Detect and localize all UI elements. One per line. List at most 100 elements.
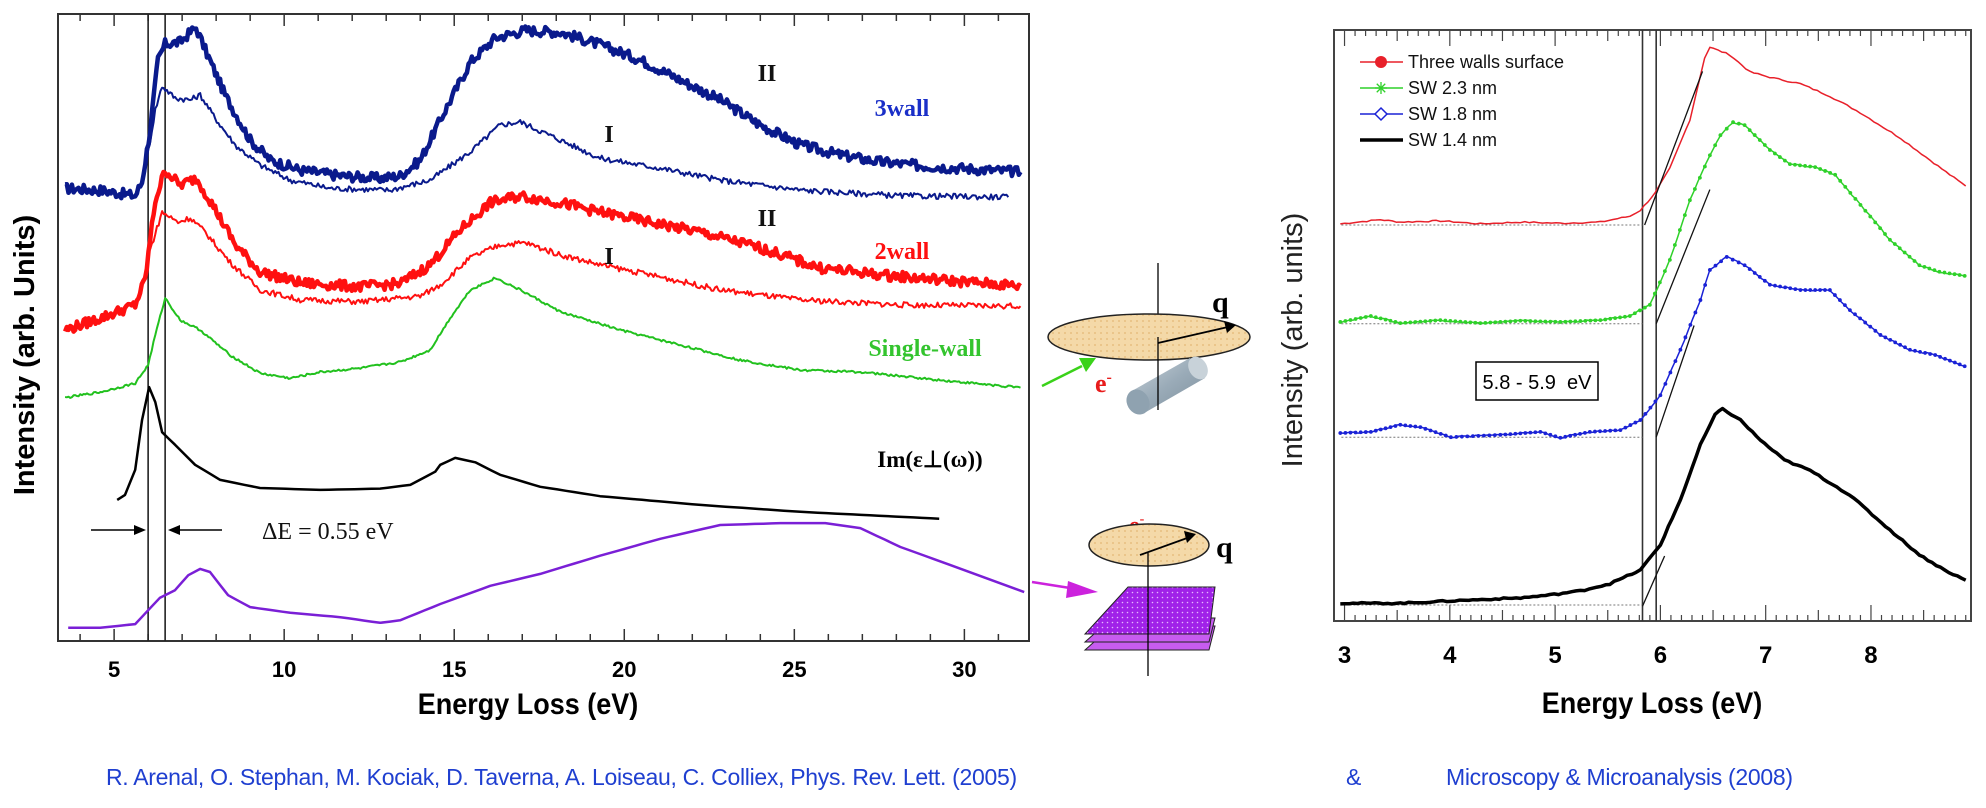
series-marker (1408, 424, 1413, 428)
series-marker (1633, 420, 1638, 425)
series-marker (1853, 312, 1857, 317)
series-marker (1762, 143, 1767, 147)
graphite-layers (1083, 586, 1216, 651)
series-marker (1454, 435, 1459, 439)
series-marker (1388, 425, 1393, 430)
series-marker (1783, 158, 1787, 163)
series-marker (1678, 347, 1683, 352)
series-marker (1523, 431, 1528, 435)
right-x-ticks (1333, 30, 1967, 621)
series-marker (1587, 429, 1592, 434)
series-marker (1613, 316, 1618, 321)
left-x-ticks (79, 14, 1000, 641)
series-marker (1593, 429, 1597, 434)
x-tick-label: 25 (782, 657, 806, 682)
series-marker (1603, 429, 1608, 433)
momentum-disc-graphite (1088, 523, 1210, 567)
series-marker (1736, 121, 1741, 126)
series-marker (1428, 319, 1433, 323)
q-vector-arrow (1157, 326, 1229, 344)
series-marker (1448, 319, 1453, 323)
series-marker (1358, 316, 1363, 320)
series-marker (1573, 319, 1578, 324)
series-marker (1493, 320, 1498, 325)
series-marker (1952, 272, 1957, 277)
series-marker (1488, 320, 1493, 325)
series-marker (1476, 433, 1481, 438)
right-baselines (1341, 224, 1643, 606)
series-marker (1793, 287, 1798, 292)
series-marker (1903, 345, 1907, 350)
series-marker (1643, 411, 1648, 416)
series-marker (1642, 305, 1647, 310)
series-marker (1503, 319, 1508, 324)
right-reference-lines (1641, 30, 1657, 621)
series-marker (1843, 184, 1848, 189)
electron-symbol: e (1095, 369, 1107, 398)
series-marker (1348, 430, 1353, 435)
delta-e-arrowhead-right (168, 525, 180, 535)
series-marker (1358, 430, 1363, 435)
series-marker (1747, 128, 1752, 133)
series-marker (1632, 311, 1637, 316)
series-marker (1823, 169, 1828, 173)
series-marker (1873, 328, 1878, 333)
series-marker (1928, 352, 1933, 356)
series-marker (1348, 318, 1353, 322)
series-marker (1463, 320, 1468, 324)
series-marker (1487, 433, 1492, 438)
legend-item: SW 1.8 nm (1360, 104, 1497, 124)
q-vector-arrowhead (1224, 321, 1236, 333)
citation-prl-2005: R. Arenal, O. Stephan, M. Kociak, D. Tav… (106, 764, 1017, 790)
x-tick-label: 15 (442, 657, 466, 682)
arrow-to-graphite-icon (1066, 581, 1098, 598)
series-marker (1843, 303, 1847, 308)
legend-label: SW 2.3 nm (1408, 78, 1497, 98)
series-marker (1458, 319, 1463, 324)
series-marker (1403, 423, 1408, 428)
label-peak-II-3wall: II (758, 61, 777, 87)
arrow-to-nanotube-line (1041, 364, 1083, 388)
series-marker (1578, 319, 1583, 323)
onset-annotation-text: 5.8 - 5.9 eV (1483, 372, 1593, 394)
series-marker (1878, 333, 1883, 337)
series-marker (1663, 381, 1668, 386)
series-marker (1373, 315, 1378, 320)
legend-item: Three walls surface (1360, 52, 1564, 72)
series-marker (1702, 164, 1707, 169)
series-marker (1378, 427, 1383, 432)
series-marker (1703, 283, 1708, 287)
series-line-3wall (64, 24, 1023, 201)
series-marker (1818, 288, 1822, 292)
series-marker (1688, 323, 1693, 327)
series-marker (1433, 430, 1438, 435)
delta-e-arrows (91, 525, 222, 535)
series-marker (1693, 310, 1698, 315)
series-marker (1818, 167, 1823, 171)
series-marker (1713, 143, 1718, 148)
series-marker (1697, 175, 1702, 180)
series-marker (1513, 319, 1518, 323)
x-tick-label: 8 (1864, 642, 1877, 669)
series-marker (1628, 423, 1633, 427)
series-line-2 (1340, 255, 1965, 440)
legend-marker-star-icon (1375, 82, 1387, 94)
right-y-axis-title: Intensity (arb. units) (1277, 213, 1309, 468)
series-marker (1652, 291, 1657, 296)
series-marker (1682, 213, 1687, 218)
series-marker (1908, 347, 1912, 352)
onset-annotation-box (1475, 361, 1599, 401)
series-marker (1863, 320, 1868, 325)
series-marker (1448, 435, 1453, 440)
citation-separator: & (1346, 764, 1362, 790)
series-marker (1833, 172, 1838, 177)
series-marker (1662, 269, 1667, 274)
series-marker (1912, 259, 1917, 263)
left-x-axis-title: Energy Loss (eV) (418, 688, 638, 722)
series-marker (1627, 314, 1632, 318)
series-marker (1459, 434, 1464, 439)
x-tick-label: 6 (1654, 642, 1667, 669)
series-marker (1917, 263, 1922, 268)
series-marker (1668, 370, 1673, 375)
series-marker (1593, 318, 1598, 323)
